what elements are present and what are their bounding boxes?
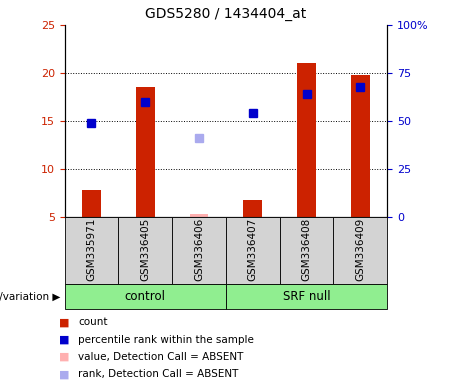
Bar (351, 75, 370, 217)
Title: GDS5280 / 1434404_at: GDS5280 / 1434404_at (145, 7, 307, 21)
Text: GSM336409: GSM336409 (355, 218, 366, 281)
Text: SRF null: SRF null (283, 290, 331, 303)
Text: ■: ■ (59, 352, 70, 362)
Bar (280, 217, 333, 284)
Bar (243, 200, 262, 217)
Text: ■: ■ (59, 335, 70, 345)
Text: genotype/variation ▶: genotype/variation ▶ (0, 291, 60, 302)
Text: GSM336405: GSM336405 (140, 218, 150, 281)
Bar (172, 217, 226, 284)
Bar (333, 217, 387, 284)
Text: percentile rank within the sample: percentile rank within the sample (78, 335, 254, 345)
Text: value, Detection Call = ABSENT: value, Detection Call = ABSENT (78, 352, 244, 362)
Bar (82, 190, 101, 217)
Text: GSM336407: GSM336407 (248, 218, 258, 281)
Text: count: count (78, 318, 108, 328)
Text: ■: ■ (59, 318, 70, 328)
Bar (65, 284, 226, 309)
Bar (189, 214, 208, 217)
Text: ■: ■ (59, 369, 70, 379)
Bar (136, 88, 154, 217)
Text: GSM336408: GSM336408 (301, 218, 312, 281)
Bar (226, 284, 387, 309)
Text: GSM336406: GSM336406 (194, 218, 204, 281)
Text: control: control (125, 290, 165, 303)
Bar (226, 217, 280, 284)
Bar (297, 63, 316, 217)
Text: rank, Detection Call = ABSENT: rank, Detection Call = ABSENT (78, 369, 239, 379)
Bar (65, 217, 118, 284)
Text: GSM335971: GSM335971 (86, 217, 96, 281)
Bar (118, 217, 172, 284)
